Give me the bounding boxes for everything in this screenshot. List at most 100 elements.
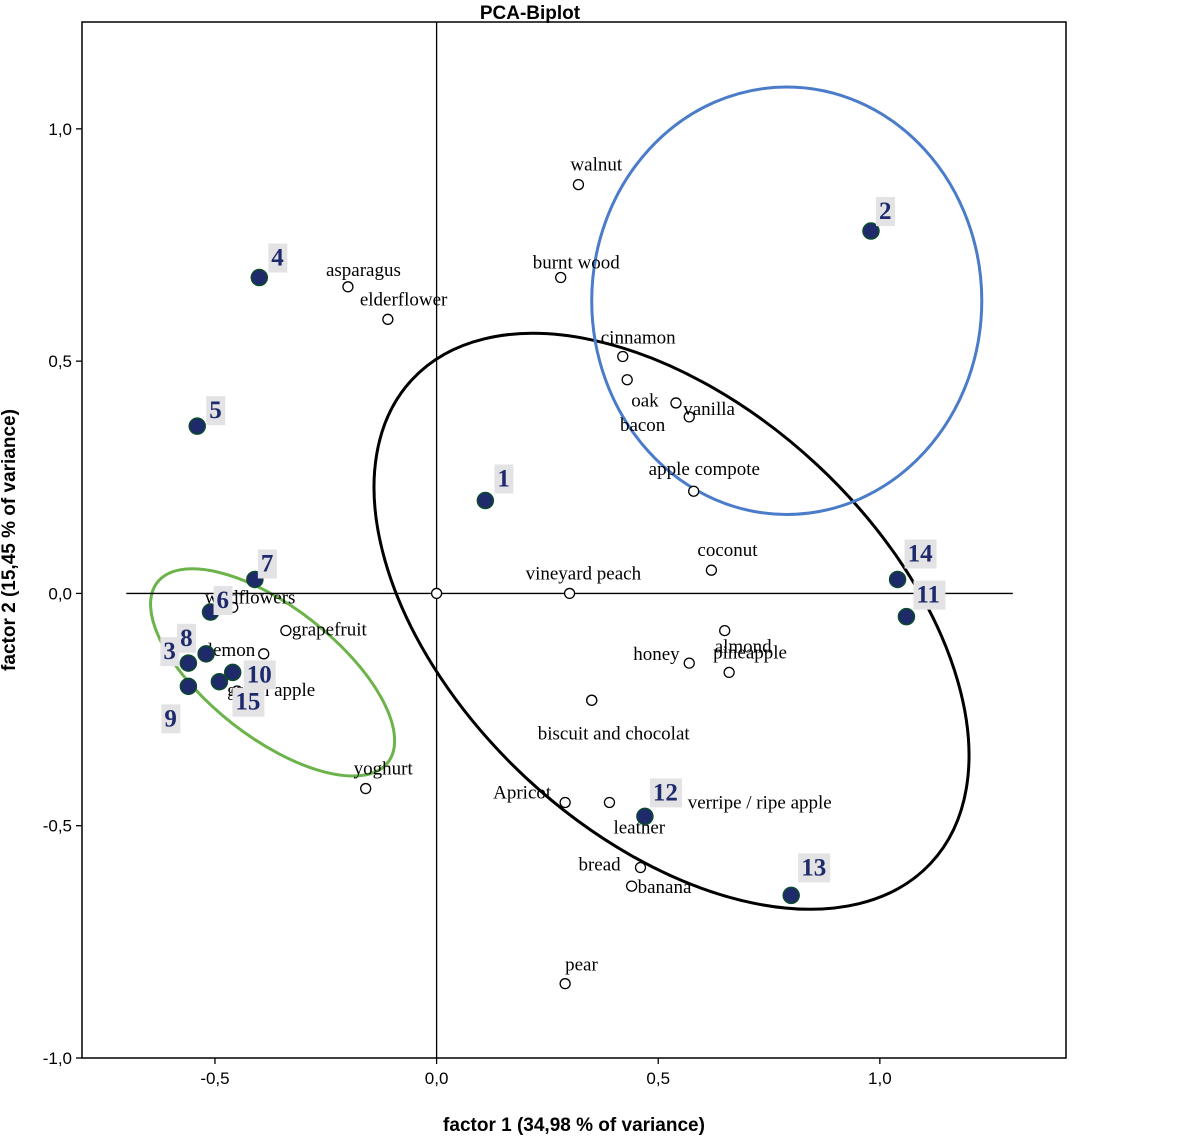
sample-label-bg: [798, 853, 831, 883]
sample-point-1: [476, 491, 495, 510]
variable-label-asparagus: asparagus: [326, 260, 401, 281]
sample-label-15: 15: [235, 689, 260, 716]
sample-label-14: 14: [908, 540, 934, 567]
reference-lines: [126, 22, 1013, 1058]
variable-marker-honey: [683, 657, 695, 669]
x-tick-label: 0,5: [646, 1069, 670, 1088]
sample-label-bg: [160, 637, 180, 667]
variable-label-bread: bread: [578, 855, 621, 876]
chart-title: PCA-Biplot: [480, 3, 581, 24]
sample-label-bg: [649, 778, 682, 808]
variable-label-vanilla: vanilla: [683, 399, 735, 420]
y-axis-title: factor 2 (15,45 % of variance): [0, 409, 20, 671]
sample-label-bg: [913, 580, 946, 610]
variable-label-pineapple: pineapple: [713, 642, 787, 663]
variable-label-lemon: lemon: [208, 640, 256, 661]
sample-label-4: 4: [271, 245, 284, 272]
variable-marker-biscuit-and-chocolat: [586, 694, 598, 706]
x-axis-title: factor 1 (34,98 % of variance): [443, 1115, 705, 1136]
sample-point-14: [888, 570, 907, 589]
variable-marker-bacon: [670, 397, 682, 409]
x-tick-label: 1,0: [868, 1069, 892, 1088]
sample-label-bg: [257, 549, 277, 579]
sample-label-9: 9: [164, 705, 177, 732]
variable-marker-banana: [625, 880, 638, 892]
x-tick-label: 0,0: [425, 1069, 449, 1088]
y-tick-label: -0,5: [43, 817, 72, 836]
ellipse-group-2: [590, 85, 984, 516]
variable-label-almond: almond: [715, 637, 772, 658]
sample-point-3: [179, 654, 198, 672]
sample-label-bg: [177, 623, 197, 653]
variable-marker-vanilla: [683, 411, 695, 423]
sample-point-11: [897, 607, 916, 626]
variable-label-leather: leather: [613, 817, 665, 838]
sample-label-bg: [161, 704, 181, 734]
sample-label-7: 7: [261, 550, 274, 577]
plot-frame: [81, 21, 1067, 1059]
variable-label-grapefruit: grapefruit: [292, 620, 368, 641]
sample-point-9: [179, 677, 198, 696]
variable-label-walnut: walnut: [570, 155, 622, 176]
variable-marker-apricot: [559, 796, 571, 809]
variable-layer: walnut asparagus elderflower burnt wood cinn…: [205, 155, 832, 990]
variable-marker-lemon: [258, 648, 270, 660]
variable-marker-pear: [559, 978, 571, 990]
sample-label-13: 13: [801, 854, 826, 881]
variable-marker-asparagus: [342, 281, 354, 293]
variable-marker-burnt-wood: [555, 271, 567, 284]
sample-label-bg: [494, 464, 514, 494]
sample-label-12: 12: [653, 779, 678, 806]
variable-marker-coconut: [705, 564, 718, 576]
sample-label-8: 8: [180, 625, 193, 652]
variable-label-cinnamon: cinnamon: [601, 327, 676, 348]
sample-label-bg: [232, 687, 265, 717]
variable-marker-origin: [430, 587, 443, 600]
variable-marker-pineapple: [723, 666, 735, 679]
axis-ticks: -0,5 0,0 0,5 1,0 -1,0 -0,5 0,0 0,5 1,0: [43, 120, 892, 1088]
variable-marker-almond: [719, 624, 731, 637]
variable-label-bacon: bacon: [620, 415, 666, 436]
sample-point-4: [250, 268, 269, 287]
sample-label-1: 1: [497, 466, 510, 493]
ellipse-overall: [372, 331, 971, 911]
sample-label-3: 3: [163, 638, 176, 665]
variable-label-banana: banana: [638, 877, 692, 898]
variable-marker-walnut: [572, 178, 585, 191]
sample-label-bg: [875, 197, 895, 227]
variable-label-burnt-wood: burnt wood: [533, 253, 621, 274]
sample-label-11: 11: [916, 582, 940, 609]
variable-marker-elderflower: [382, 313, 394, 325]
sample-label-bg: [904, 539, 937, 569]
variable-marker-leather: [603, 796, 616, 809]
sample-label-5: 5: [209, 397, 222, 424]
variable-label-pear: pear: [565, 955, 598, 976]
variable-marker-bread: [634, 861, 647, 874]
variable-marker-yoghurt: [360, 782, 372, 795]
variable-label-biscuit-and-chocolat: biscuit and chocolat: [538, 723, 691, 744]
ellipse-layer: [149, 85, 984, 911]
variable-label-apricot: Apricot: [493, 782, 552, 803]
sample-point-13: [782, 886, 800, 905]
x-tick-label: -0,5: [200, 1069, 229, 1088]
variable-label-yoghurt: yoghurt: [354, 759, 414, 780]
variable-marker-grapefruit: [280, 624, 292, 637]
y-tick-label: -1,0: [43, 1049, 72, 1068]
variable-label-coconut: coconut: [697, 540, 758, 561]
sample-point-2: [862, 222, 880, 240]
sample-point-5: [188, 417, 206, 435]
variable-label-honey: honey: [633, 644, 680, 665]
sample-point-10: [223, 663, 242, 682]
sample-point-15: [210, 672, 229, 691]
y-tick-label: 0,0: [48, 584, 72, 603]
sample-label-6: 6: [217, 587, 230, 614]
ellipse-group-left: [149, 567, 397, 778]
sample-label-bg: [268, 243, 288, 273]
sample-label-bg: [243, 660, 276, 690]
variable-marker-apple-compote: [688, 485, 700, 497]
variable-label-verripe-ripe-apple: verripe / ripe apple: [688, 792, 832, 813]
sample-label-10: 10: [247, 661, 272, 688]
variable-label-vineyard-peach: vineyard peach: [526, 563, 642, 584]
